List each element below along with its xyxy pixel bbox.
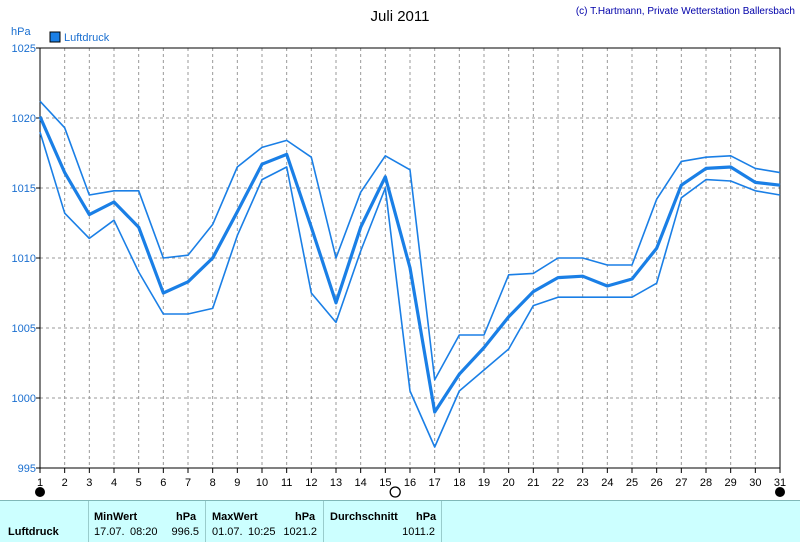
y-axis: 995 1000 1005 1010 1015 1020 1025 — [12, 43, 40, 475]
min-date: 17.07. — [94, 526, 125, 538]
min-value: 996.5 — [171, 526, 199, 538]
x-tick-label: 5 — [136, 477, 142, 489]
max-value: 1021.2 — [283, 526, 317, 538]
series-line-max — [39, 100, 781, 381]
x-tick-label: 17 — [429, 477, 441, 489]
x-tick-label: 14 — [355, 477, 367, 489]
max-unit: hPa — [295, 511, 316, 523]
y-tick-label: 1015 — [12, 183, 36, 195]
pressure-chart: Juli 2011 (c) T.Hartmann, Private Wetter… — [11, 6, 795, 498]
y-tick-label: 1005 — [12, 323, 36, 335]
series-line-min — [39, 131, 781, 448]
x-tick-label: 16 — [404, 477, 416, 489]
avg-value: 1011.2 — [402, 526, 435, 538]
y-tick-label: 1010 — [12, 253, 36, 265]
x-tick-label: 13 — [330, 477, 342, 489]
min-title: MinWert — [94, 511, 138, 523]
legend-swatch — [49, 31, 61, 43]
x-tick-label: 6 — [160, 477, 166, 489]
series-line-mean — [38, 115, 781, 414]
x-tick-label: 29 — [725, 477, 737, 489]
full-moon-marker — [389, 486, 401, 498]
legend: Luftdruck — [49, 31, 110, 44]
max-title: MaxWert — [212, 511, 258, 523]
y-tick-label: 1020 — [12, 113, 36, 125]
new-moon-marker — [35, 487, 45, 497]
x-tick-label: 28 — [700, 477, 712, 489]
y-tick-label: 995 — [18, 463, 36, 475]
max-time: 10:25 — [248, 526, 276, 538]
x-tick-label: 22 — [552, 477, 564, 489]
legend-label: Luftdruck — [64, 32, 110, 44]
chart-title: Juli 2011 — [371, 8, 430, 25]
moon-markers — [35, 486, 785, 498]
min-unit: hPa — [176, 511, 197, 523]
series-lines — [38, 100, 781, 448]
x-tick-label: 3 — [86, 477, 92, 489]
x-tick-label: 21 — [527, 477, 539, 489]
x-tick-label: 23 — [577, 477, 589, 489]
y-tick-label: 1025 — [12, 43, 36, 55]
y-tick-label: 1000 — [12, 393, 36, 405]
x-tick-label: 2 — [62, 477, 68, 489]
x-tick-label: 4 — [111, 477, 117, 489]
y-axis-unit-label: hPa — [11, 26, 31, 38]
x-tick-label: 7 — [185, 477, 191, 489]
min-time: 08:20 — [130, 526, 158, 538]
stats-label: Luftdruck — [8, 526, 59, 538]
avg-unit: hPa — [416, 511, 437, 523]
x-tick-label: 26 — [651, 477, 663, 489]
x-tick-label: 18 — [453, 477, 465, 489]
x-tick-label: 15 — [379, 477, 391, 489]
x-tick-label: 9 — [234, 477, 240, 489]
statistics-bar: Luftdruck MinWert hPa 17.07. 08:20 996.5… — [0, 500, 800, 542]
x-tick-label: 8 — [210, 477, 216, 489]
x-tick-label: 19 — [478, 477, 490, 489]
x-tick-label: 27 — [675, 477, 687, 489]
avg-title: Durchschnitt — [330, 511, 398, 523]
x-tick-label: 10 — [256, 477, 268, 489]
x-tick-label: 12 — [305, 477, 317, 489]
new-moon-marker — [775, 487, 785, 497]
x-axis: 1 2 3 4 5 6 7 8 9 10 11 12 13 14 15 16 17 18 19 20 21 22 23 24 2… — [37, 468, 786, 489]
x-tick-label: 11 — [281, 477, 292, 489]
x-tick-label: 20 — [503, 477, 515, 489]
x-tick-label: 25 — [626, 477, 638, 489]
max-date: 01.07. — [212, 526, 243, 538]
copyright-text: (c) T.Hartmann, Private Wetterstation Ba… — [576, 6, 795, 17]
x-tick-label: 31 — [774, 477, 786, 489]
x-tick-label: 1 — [37, 477, 43, 489]
x-tick-label: 24 — [601, 477, 613, 489]
x-tick-label: 30 — [749, 477, 761, 489]
